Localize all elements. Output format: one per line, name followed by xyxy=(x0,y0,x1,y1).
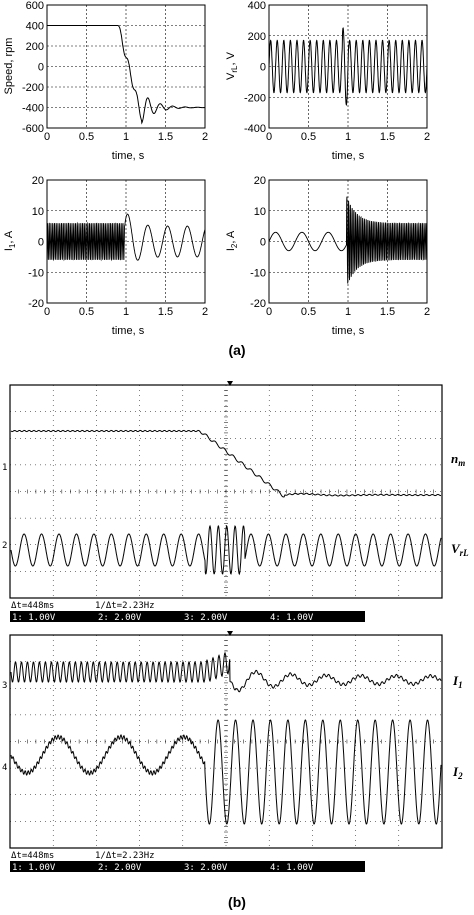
i1-tick-labels: 0 0.5 1 1.5 2 20 10 0 -10 -20 xyxy=(28,175,208,318)
i1-ylabel: I1, A xyxy=(3,230,17,251)
speed-xtick-label: 1.5 xyxy=(158,131,173,143)
speed-ytick-label: 200 xyxy=(26,41,44,53)
i1-ytick-label: 10 xyxy=(32,206,44,218)
scope2-trigger-marker xyxy=(227,631,233,636)
i1-ytick-label: -10 xyxy=(28,267,44,279)
vrl-ytick-label: 400 xyxy=(248,0,266,12)
scope2-inv-delta-t: 1/Δt=2.23Hz xyxy=(95,851,155,861)
speed-xtick-label: 1 xyxy=(123,131,129,143)
scope1-delta-t: Δt=448ms xyxy=(11,601,54,611)
i2-series-line xyxy=(268,196,428,284)
scope1-vrl-trace xyxy=(10,524,442,576)
scope2: 3 4 I1 I2 Δt=448ms 1/Δt=2.23Hz 1: 1.00V … xyxy=(2,631,463,873)
scope1-channel-marker-2: 2 xyxy=(2,541,7,551)
i2-tick-labels: 0 0.5 1 1.5 2 20 10 0 -10 -20 xyxy=(250,175,430,318)
chart-i2: 0 0.5 1 1.5 2 20 10 0 -10 -20 time, s I2, A xyxy=(225,175,430,337)
i1-xtick-label: 1.5 xyxy=(158,306,173,318)
i2-ytick-label: -20 xyxy=(250,298,266,310)
i1-xtick-label: 1 xyxy=(123,306,129,318)
i2-ytick-label: 20 xyxy=(254,175,266,187)
i1-xtick-label: 2 xyxy=(202,306,208,318)
i2-ytick-label: 0 xyxy=(260,237,266,249)
speed-xlabel: time, s xyxy=(112,150,145,162)
vrl-xtick-label: 1.5 xyxy=(380,131,395,143)
scope1-speed-trace xyxy=(10,429,442,498)
scope1: 1 2 nm VrL Δt=448ms 1/Δt=2.23Hz 1: 1.00V… xyxy=(2,381,469,623)
vrl-xtick-label: 1 xyxy=(345,131,351,143)
scope2-channel-marker-3: 3 xyxy=(2,681,7,691)
i2-xtick-label: 0 xyxy=(266,306,272,318)
scope2-delta-t: Δt=448ms xyxy=(11,851,54,861)
i1-xtick-label: 0.5 xyxy=(79,306,94,318)
chart-vrl: 0 0.5 1 1.5 2 400 200 0 -200 -400 time, s VrL, V xyxy=(225,0,430,162)
scope1-ch2: 2: 2.00V xyxy=(98,613,142,623)
i1-ytick-label: 20 xyxy=(32,175,44,187)
speed-ytick-label: -400 xyxy=(22,103,44,115)
figure-label-b: (b) xyxy=(228,894,246,910)
i2-xtick-label: 2 xyxy=(424,306,430,318)
vrl-series-line xyxy=(268,27,428,106)
vrl-ylabel: VrL, V xyxy=(225,51,239,80)
vrl-xtick-label: 0 xyxy=(266,131,272,143)
speed-xtick-label: 0 xyxy=(44,131,50,143)
vrl-ytick-label: -200 xyxy=(244,92,266,104)
i1-ytick-label: -20 xyxy=(28,298,44,310)
speed-series-line xyxy=(47,25,205,125)
speed-xtick-label: 0.5 xyxy=(79,131,94,143)
scope1-status-bar xyxy=(10,611,365,622)
i1-xtick-label: 0 xyxy=(44,306,50,318)
speed-xtick-label: 2 xyxy=(202,131,208,143)
vrl-ytick-label: 200 xyxy=(248,31,266,43)
scope1-grid xyxy=(9,384,443,599)
vrl-xlabel: time, s xyxy=(332,150,365,162)
vrl-xtick-label: 0.5 xyxy=(301,131,316,143)
scope2-ch1: 1: 1.00V xyxy=(12,863,56,873)
vrl-ytick-label: -400 xyxy=(244,123,266,135)
vrl-tick-labels: 0 0.5 1 1.5 2 400 200 0 -200 -400 xyxy=(244,0,430,143)
i1-ytick-label: 0 xyxy=(38,237,44,249)
scope1-ch3: 3: 2.00V xyxy=(184,613,228,623)
scope2-ch2: 2: 2.00V xyxy=(98,863,142,873)
i2-xtick-label: 1.5 xyxy=(380,306,395,318)
figure-label-a: (a) xyxy=(228,342,245,358)
scope1-channel-marker-1: 1 xyxy=(2,463,7,473)
i1-series-line xyxy=(46,213,206,262)
speed-tick-labels: 0 0.5 1 1.5 2 600 400 200 0 -200 -400 -600 xyxy=(22,0,208,143)
scope2-channel-marker-4: 4 xyxy=(2,763,7,773)
speed-ytick-label: -600 xyxy=(22,123,44,135)
i1-xlabel: time, s xyxy=(112,325,145,337)
scope1-ch4: 4: 1.00V xyxy=(270,613,314,623)
i2-xtick-label: 0.5 xyxy=(301,306,316,318)
scope2-label-i2: I2 xyxy=(452,764,463,781)
i2-ytick-label: -10 xyxy=(250,267,266,279)
scope2-label-i1: I1 xyxy=(452,673,463,690)
scope1-ch1: 1: 1.00V xyxy=(12,613,56,623)
i2-xtick-label: 1 xyxy=(345,306,351,318)
scope2-i2-trace xyxy=(10,719,442,825)
scope1-label-nm: nm xyxy=(451,451,465,468)
scope2-ch4: 4: 1.00V xyxy=(270,863,314,873)
vrl-ytick-label: 0 xyxy=(260,62,266,74)
speed-ytick-label: 0 xyxy=(38,62,44,74)
scope1-label-vrl: VrL xyxy=(451,541,469,558)
scope2-status-bar xyxy=(10,861,365,872)
scope1-trigger-marker xyxy=(227,381,233,386)
i2-xlabel: time, s xyxy=(332,325,365,337)
i2-ylabel: I2, A xyxy=(225,230,239,251)
scope2-ch3: 3: 2.00V xyxy=(184,863,228,873)
speed-ytick-label: -200 xyxy=(22,82,44,94)
i2-ytick-label: 10 xyxy=(254,206,266,218)
scope1-inv-delta-t: 1/Δt=2.23Hz xyxy=(95,601,155,611)
speed-ytick-label: 400 xyxy=(26,21,44,33)
speed-ylabel: Speed, rpm xyxy=(3,38,15,95)
chart-i1: 0 0.5 1 1.5 2 20 10 0 -10 -20 time, s I1, A xyxy=(3,175,208,337)
speed-ytick-label: 600 xyxy=(26,0,44,12)
vrl-xtick-label: 2 xyxy=(424,131,430,143)
scope2-i1-trace xyxy=(10,651,442,693)
